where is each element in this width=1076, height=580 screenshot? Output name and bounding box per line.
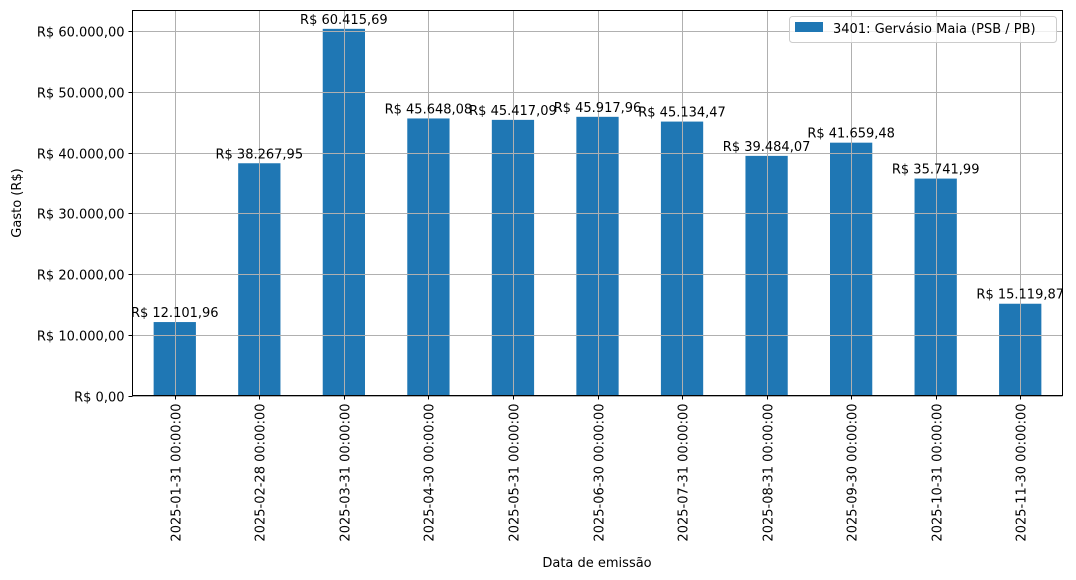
x-tick-label: 2025-01-31 00:00:00 (170, 404, 185, 542)
bar (914, 178, 957, 396)
x-axis-ticks: 2025-01-31 00:00:00 2025-02-28 00:00:00 20… (170, 395, 1030, 542)
bar (745, 155, 788, 396)
x-tick-label: 2025-07-31 00:00:00 (677, 404, 692, 542)
bar-value-label: R$ 38.267,95 (216, 147, 304, 162)
bar-value-label: R$ 45.648,08 (385, 102, 473, 117)
bar (491, 119, 535, 396)
bars (153, 28, 1042, 396)
x-tick-label: 2025-02-28 00:00:00 (254, 404, 269, 542)
y-tick-label: R$ 10.000,00 (37, 330, 125, 345)
bar-value-label: R$ 45.134,47 (638, 106, 726, 121)
y-tick-label: R$ 60.000,00 (37, 26, 125, 41)
bar-value-label: R$ 15.119,87 (976, 288, 1064, 303)
y-tick-label: R$ 30.000,00 (37, 208, 125, 223)
x-tick-label: 2025-10-31 00:00:00 (931, 404, 946, 542)
legend-label: 3401: Gervásio Maia (PSB / PB) (833, 22, 1036, 37)
plot-frame (132, 10, 1063, 396)
x-tick-label: 2025-09-30 00:00:00 (846, 404, 861, 542)
bar-value-label: R$ 45.417,09 (469, 104, 557, 119)
y-tick-label: R$ 0,00 (74, 391, 124, 406)
bar (576, 116, 619, 396)
x-tick-label: 2025-08-31 00:00:00 (762, 404, 777, 542)
x-tick-label: 2025-05-31 00:00:00 (508, 404, 523, 542)
x-axis-title: Data de emissão (542, 556, 651, 571)
bar-value-label: R$ 39.484,07 (723, 140, 811, 155)
bar (153, 322, 196, 396)
x-tick-label: 2025-03-31 00:00:00 (339, 404, 354, 542)
legend-frame (789, 16, 1057, 43)
bar-value-label: R$ 60.415,69 (300, 13, 388, 28)
bar-value-label: R$ 12.101,96 (131, 306, 219, 321)
x-tick-label: 2025-11-30 00:00:00 (1015, 404, 1030, 542)
y-tick-label: R$ 50.000,00 (37, 87, 125, 102)
bar-value-label: R$ 35.741,99 (892, 163, 980, 178)
y-axis-ticks: R$ 0,00 R$ 10.000,00 R$ 20.000,00 R$ 30.000… (37, 26, 133, 406)
y-tick-label: R$ 20.000,00 (37, 269, 125, 284)
bar (322, 28, 365, 396)
y-axis-title: Gasto (R$) (10, 168, 25, 237)
x-tick-label: 2025-06-30 00:00:00 (593, 404, 608, 542)
legend-swatch (795, 22, 823, 32)
x-tick-label: 2025-04-30 00:00:00 (423, 404, 438, 542)
legend: 3401: Gervásio Maia (PSB / PB) (789, 16, 1057, 43)
bar-value-label: R$ 41.659,48 (807, 127, 895, 142)
y-tick-label: R$ 40.000,00 (37, 148, 125, 163)
bar-value-labels: R$ 12.101,96 R$ 38.267,95 R$ 60.415,69 R$ 4… (131, 13, 1064, 321)
bar-value-label: R$ 45.917,96 (554, 101, 642, 116)
